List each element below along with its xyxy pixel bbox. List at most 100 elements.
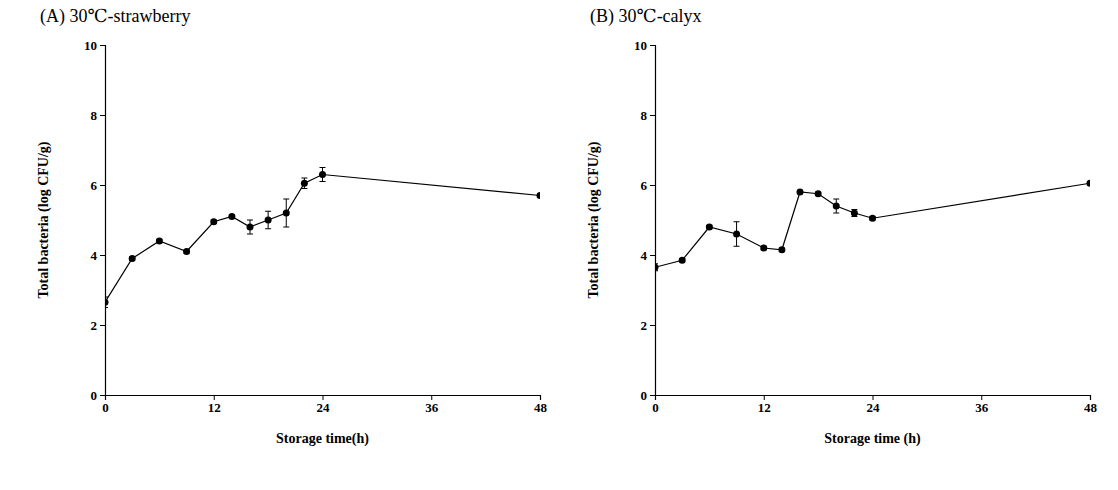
y-tick: 2 xyxy=(91,318,106,333)
data-point xyxy=(156,238,163,245)
y-tick-label: 2 xyxy=(641,318,648,333)
y-tick-label: 10 xyxy=(84,38,97,53)
error-bar xyxy=(301,178,307,189)
y-axis-title: Total bacteria (log CFU/g) xyxy=(36,141,52,298)
x-axis: 012243648 xyxy=(652,395,1097,415)
x-tick-label: 36 xyxy=(975,400,989,415)
y-tick-mark xyxy=(650,115,655,116)
y-tick: 6 xyxy=(641,178,656,193)
x-tick: 36 xyxy=(425,395,439,415)
y-tick: 6 xyxy=(91,178,106,193)
x-tick-label: 0 xyxy=(652,400,659,415)
y-axis-line xyxy=(650,46,656,396)
error-bar-cap xyxy=(833,199,839,200)
y-tick-label: 8 xyxy=(641,108,648,123)
y-tick: 8 xyxy=(91,108,106,123)
data-point xyxy=(869,215,876,222)
chart-panel: (A) 30℃-strawberry0122436480246810Storag… xyxy=(36,6,548,447)
y-tick-label: 2 xyxy=(91,318,98,333)
error-bar-cap xyxy=(265,211,271,212)
chart-canvas: (A) 30℃-strawberry0122436480246810Storag… xyxy=(0,0,1118,490)
x-tick: 24 xyxy=(317,395,331,415)
x-tick: 12 xyxy=(208,395,221,415)
error-bar-cap xyxy=(320,181,326,182)
x-axis-title: Storage time (h) xyxy=(824,431,921,447)
error-bar xyxy=(734,222,740,247)
x-tick-label: 0 xyxy=(102,400,109,415)
data-point xyxy=(210,218,217,225)
y-tick-label: 0 xyxy=(641,388,648,403)
data-point xyxy=(129,255,136,262)
data-point xyxy=(1087,180,1091,187)
y-tick-label: 4 xyxy=(641,248,648,263)
y-tick-label: 4 xyxy=(91,248,98,263)
chart-panel: (B) 30℃-calyx0122436480246810Storage tim… xyxy=(586,6,1098,447)
data-point xyxy=(655,264,659,271)
x-tick-label: 48 xyxy=(534,400,548,415)
error-bar-cap xyxy=(105,307,108,308)
data-point xyxy=(679,257,686,264)
data-line xyxy=(105,175,540,303)
y-tick-mark xyxy=(650,255,655,256)
data-point xyxy=(105,299,109,306)
data-point xyxy=(283,210,290,217)
y-tick: 10 xyxy=(634,38,655,53)
y-tick-label: 0 xyxy=(91,388,98,403)
y-tick: 8 xyxy=(641,108,656,123)
data-point xyxy=(760,245,767,252)
data-point xyxy=(228,213,235,220)
y-tick-label: 6 xyxy=(91,178,98,193)
y-tick-label: 6 xyxy=(641,178,648,193)
y-tick-mark xyxy=(650,395,655,396)
data-point xyxy=(319,171,326,178)
data-point xyxy=(815,190,822,197)
y-tick: 0 xyxy=(91,388,106,403)
y-tick-mark xyxy=(650,45,655,46)
x-tick: 36 xyxy=(975,395,989,415)
y-axis-line xyxy=(100,46,106,396)
y-tick-label: 8 xyxy=(91,108,98,123)
x-axis-title: Storage time(h) xyxy=(276,431,369,447)
data-line xyxy=(655,183,1090,267)
x-tick-label: 36 xyxy=(425,400,439,415)
error-bar-cap xyxy=(320,167,326,168)
error-bar-cap xyxy=(247,220,253,221)
y-tick-mark xyxy=(100,185,105,186)
data-point xyxy=(301,180,308,187)
y-axis-title: Total bacteria (log CFU/g) xyxy=(586,141,602,298)
error-bar xyxy=(265,211,271,229)
y-tick-mark xyxy=(650,325,655,326)
x-tick: 48 xyxy=(534,395,548,415)
error-bar xyxy=(833,199,839,213)
error-bar-cap xyxy=(734,221,740,222)
data-point xyxy=(183,248,190,255)
x-tick: 0 xyxy=(652,395,659,415)
plot-area xyxy=(655,180,1090,271)
x-axis: 0 12 24 36 48 xyxy=(102,395,547,415)
y-tick: 10 xyxy=(84,38,105,53)
error-bar-cap xyxy=(265,228,271,229)
error-bar-cap xyxy=(283,227,289,228)
y-tick-mark xyxy=(100,395,105,396)
x-tick: 24 xyxy=(867,395,881,415)
error-bar-cap xyxy=(734,246,740,247)
error-bar-cap xyxy=(833,213,839,214)
y-tick-mark xyxy=(650,185,655,186)
data-point xyxy=(833,203,840,210)
y-tick-mark xyxy=(100,325,105,326)
data-point xyxy=(797,189,804,196)
x-tick-label: 12 xyxy=(208,400,221,415)
chart-title: (A) 30℃-strawberry xyxy=(40,6,191,27)
y-tick-label: 10 xyxy=(634,38,647,53)
error-bar xyxy=(105,297,108,308)
error-bar-cap xyxy=(301,188,307,189)
plot-area xyxy=(105,168,540,308)
y-axis: 0 2 4 6 8 10 xyxy=(84,38,106,403)
error-bar xyxy=(247,220,253,234)
y-axis: 0 2 4 6 8 10 xyxy=(634,38,656,403)
error-bar-cap xyxy=(105,297,108,298)
y-tick: 4 xyxy=(91,248,106,263)
error-bar-cap xyxy=(301,178,307,179)
error-bar xyxy=(655,264,658,271)
y-tick: 2 xyxy=(641,318,656,333)
